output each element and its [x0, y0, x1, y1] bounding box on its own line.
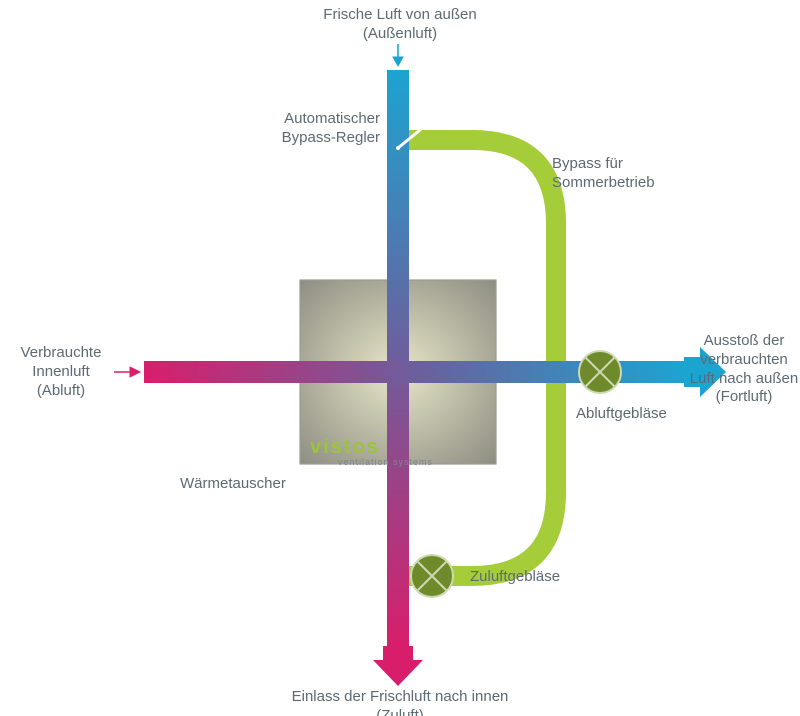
supply-fan-icon: [411, 555, 453, 597]
label-supply-inside: Einlass der Frischluft nach innen (Zuluf…: [240, 688, 560, 716]
label-used-indoor-air: Verbrauchte Innenluft (Abluft): [6, 344, 116, 400]
brand-subtitle: ventilation systems: [338, 457, 433, 467]
label-bypass-controller: Automatischer Bypass-Regler: [200, 110, 380, 148]
label-exhaust-outside: Ausstoß der verbrauchten Luft nach außen…: [688, 332, 800, 407]
outlet-arrow-down: [373, 646, 423, 686]
inlet-arrow-left: [114, 367, 140, 377]
label-fresh-air-outside: Frische Luft von außen (Außenluft): [260, 6, 540, 44]
ventilation-diagram: [0, 0, 800, 716]
brand-logo: vistos ventilation systems: [310, 436, 433, 467]
label-heat-exchanger: Wärmetauscher: [180, 475, 340, 494]
label-bypass-summer: Bypass für Sommerbetrieb: [552, 155, 732, 193]
inlet-arrow-top: [393, 44, 403, 66]
brand-name: vistos: [310, 436, 380, 458]
exhaust-fan-icon: [579, 351, 621, 393]
vertical-duct: [387, 70, 409, 646]
label-exhaust-fan: Abluftgebläse: [576, 405, 716, 424]
label-supply-fan: Zuluftgebläse: [470, 568, 630, 587]
